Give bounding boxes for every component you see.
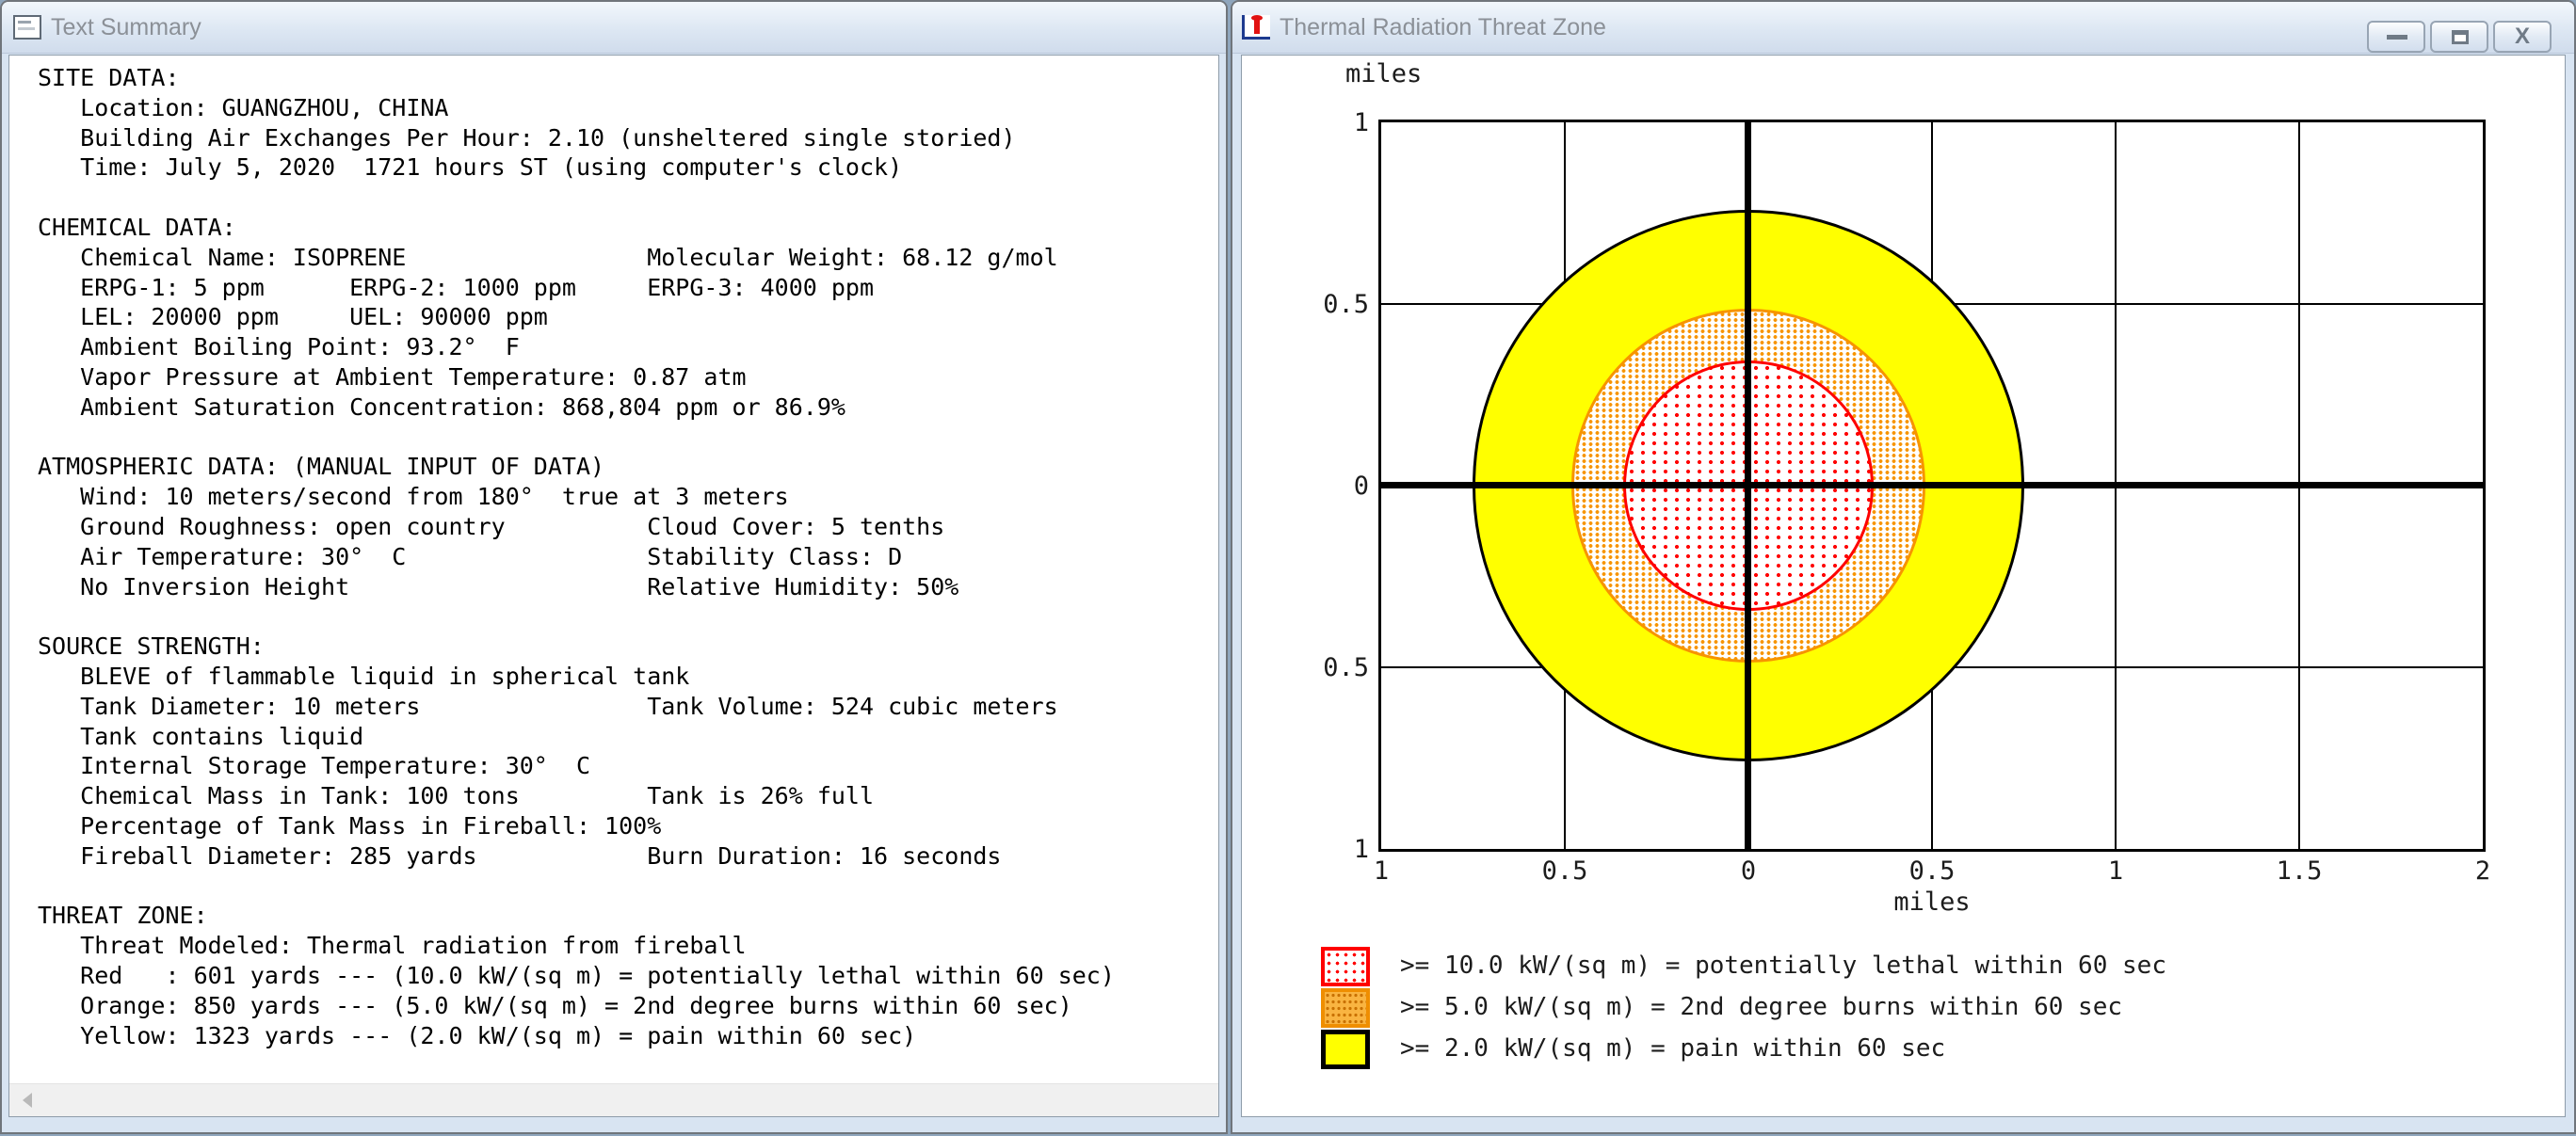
lethal-zone-label: >= 10.0 kW/(sq m) = potentially lethal w…	[1400, 952, 2166, 980]
summary-text: SITE DATA: Location: GUANGZHOU, CHINA Bu…	[38, 64, 1115, 1049]
x-tick-2: 2	[2474, 856, 2491, 886]
text-summary-content: SITE DATA: Location: GUANGZHOU, CHINA Bu…	[8, 55, 1219, 1117]
threat-zone-plot	[1378, 120, 2486, 852]
minimize-icon	[2387, 35, 2407, 40]
horizontal-scrollbar[interactable]	[9, 1083, 1218, 1116]
y-tick-1-top: 1	[1353, 108, 1369, 137]
close-button[interactable]: X	[2493, 21, 2552, 53]
x-tick-1: 1	[2107, 856, 2124, 886]
x-tick-neg1: 1	[1373, 856, 1390, 886]
y-tick-05-top: 0.5	[1323, 290, 1369, 319]
x-tick-05: 0.5	[1908, 856, 1956, 886]
maximize-icon	[2452, 30, 2469, 44]
scroll-left-icon[interactable]	[23, 1093, 32, 1108]
burns-zone-swatch	[1321, 988, 1370, 1028]
x-axis-unit-label: miles	[1893, 888, 1971, 917]
threat-zone-title: Thermal Radiation Threat Zone	[1280, 13, 1606, 40]
threat-zone-titlebar[interactable]: Thermal Radiation Threat Zone	[1232, 2, 2574, 54]
threat-zone-icon	[1242, 15, 1270, 40]
text-summary-titlebar[interactable]: Text Summary	[2, 2, 1226, 54]
maximize-button[interactable]	[2430, 21, 2488, 53]
threat-zone-window: Thermal Radiation Threat Zone X miles 1 …	[1231, 0, 2576, 1134]
x-tick-0: 0	[1740, 856, 1757, 886]
y-tick-1-bottom: 1	[1353, 835, 1369, 864]
close-icon: X	[2514, 24, 2530, 49]
document-icon	[13, 15, 41, 40]
y-tick-05-bottom: 0.5	[1323, 653, 1369, 682]
threat-zone-content: miles 1 0.5 0 0.5 1 1	[1241, 55, 2566, 1117]
lethal-zone-swatch	[1321, 947, 1370, 986]
text-summary-title: Text Summary	[51, 13, 201, 40]
minimize-button[interactable]	[2367, 21, 2425, 53]
x-tick-15: 1.5	[2276, 856, 2323, 886]
pain-zone-label: >= 2.0 kW/(sq m) = pain within 60 sec	[1400, 1034, 1946, 1063]
x-tick-neg05: 0.5	[1541, 856, 1588, 886]
y0-axis-line	[1381, 482, 2483, 488]
burns-zone-label: >= 5.0 kW/(sq m) = 2nd degree burns with…	[1400, 993, 2123, 1021]
pain-zone-swatch	[1321, 1030, 1370, 1069]
y-tick-0: 0	[1353, 472, 1369, 501]
text-summary-window: Text Summary SITE DATA: Location: GUANGZ…	[0, 0, 1228, 1134]
y-axis-unit-label: miles	[1345, 59, 1423, 88]
